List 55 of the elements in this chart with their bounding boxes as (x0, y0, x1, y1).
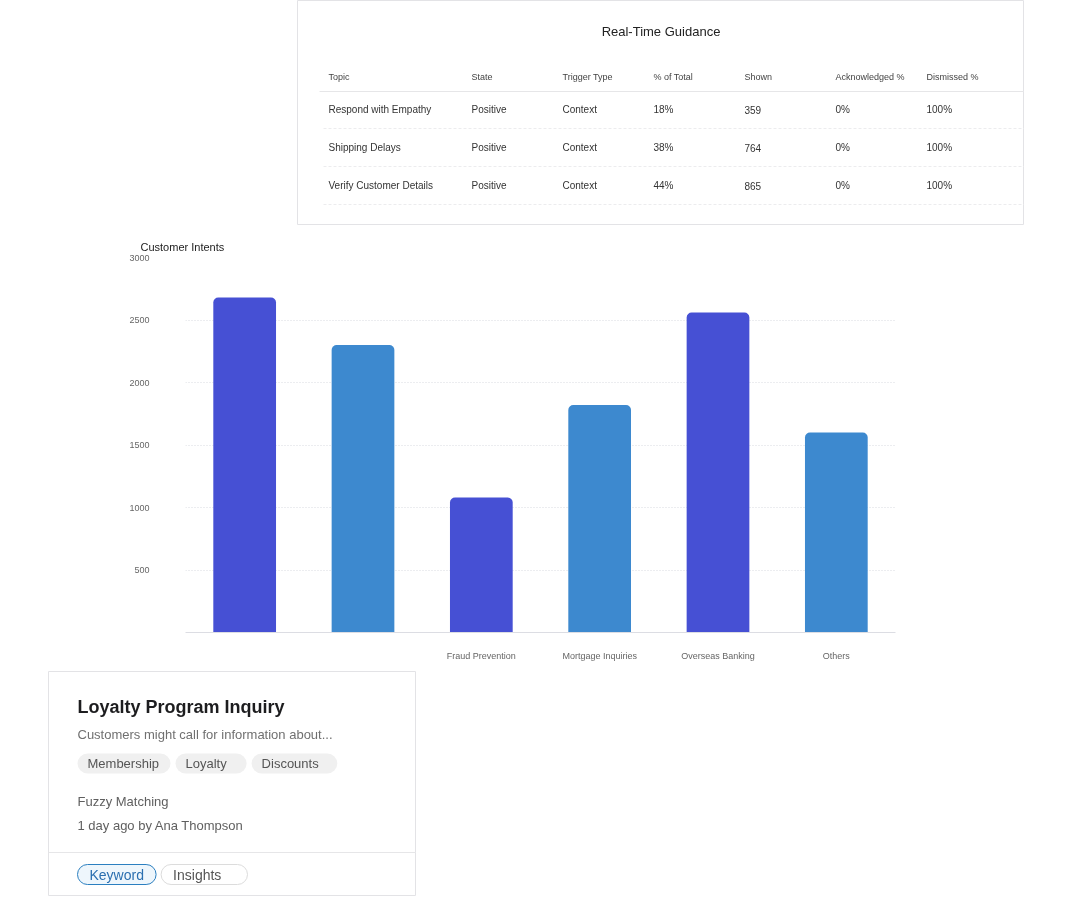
bar (331, 345, 395, 633)
y-tick-label: 1500 (129, 440, 150, 450)
text: Shipping Delays (328, 142, 401, 153)
text: Respond with Empathy (328, 104, 432, 115)
text: 359 (744, 104, 762, 116)
text: 100% (926, 180, 953, 191)
text: 0% (835, 104, 850, 115)
text: 0% (835, 180, 850, 191)
y-tick-label: 2500 (129, 315, 150, 325)
text: Context (562, 142, 597, 153)
text: Positive (471, 180, 507, 191)
text: 1 day ago by Ana Thompson (77, 818, 243, 833)
category-label: Trigger Type (562, 71, 613, 82)
text: 865 (744, 180, 762, 192)
category-label: Dismissed % (926, 71, 979, 82)
text: Positive (471, 104, 507, 115)
category-label: Topic (328, 71, 351, 82)
y-tick-label: 1000 (129, 502, 150, 513)
text: 100% (926, 104, 953, 115)
bar (804, 432, 868, 633)
bar (449, 497, 513, 633)
category-label: Membership (87, 756, 160, 771)
x-tick-label: Others (822, 650, 851, 661)
text: 0% (835, 142, 850, 153)
x-tick-label: Mortgage Inquiries (562, 650, 638, 661)
category-label: % of Total (653, 71, 693, 82)
text: Context (562, 104, 597, 115)
x-tick-label: Fraud Prevention (446, 650, 516, 661)
y-tick-label: 500 (134, 565, 150, 575)
category-label: Insights (173, 866, 222, 883)
text: 38% (653, 142, 674, 153)
text: Real-Time Guidance (601, 24, 721, 39)
text: Loyalty Program Inquiry (77, 696, 285, 717)
text: Fuzzy Matching (77, 794, 169, 809)
x-tick-label: Overseas Banking (681, 650, 755, 661)
category-label: Discounts (261, 756, 320, 771)
text: 100% (926, 142, 953, 153)
category-label: Keyword (89, 866, 144, 883)
category-label: Shown (744, 71, 773, 82)
text: Verify Customer Details (328, 180, 433, 191)
category-label: Loyalty (185, 756, 228, 771)
y-tick-label: 2000 (129, 377, 150, 388)
bar (213, 297, 277, 633)
text: 44% (653, 180, 674, 191)
text: 764 (744, 142, 762, 154)
bar (568, 405, 632, 633)
text: Positive (471, 142, 507, 153)
category-label: State (471, 71, 493, 82)
bar (686, 312, 750, 633)
category-label: Acknowledged % (835, 71, 905, 82)
text: Customers might call for information about... (77, 727, 333, 742)
y-tick-label: 3000 (129, 252, 150, 263)
text: 18% (653, 104, 674, 115)
text: Context (562, 180, 597, 191)
chart-title: Customer Intents (140, 240, 225, 253)
